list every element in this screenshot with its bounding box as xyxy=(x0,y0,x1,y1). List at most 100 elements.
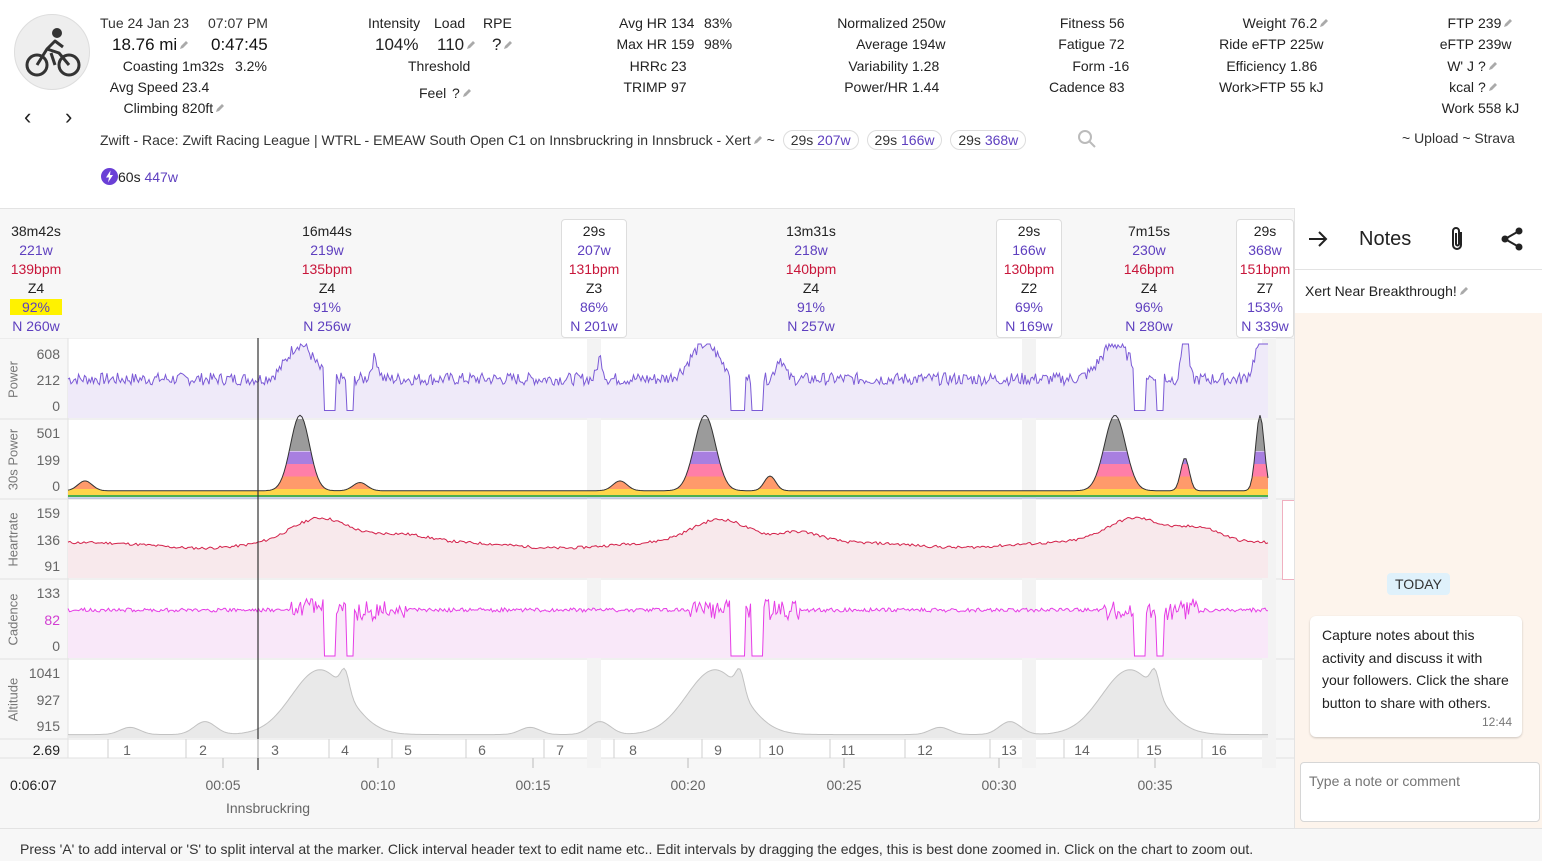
note-input[interactable] xyxy=(1300,762,1540,822)
pencil-icon[interactable] xyxy=(503,35,513,49)
pencil-icon[interactable] xyxy=(1503,15,1513,27)
load-label: Load xyxy=(434,15,466,31)
upload-strava-link[interactable]: ~ Upload ~ Strava xyxy=(1402,130,1515,146)
chip-power: 166w xyxy=(901,132,935,148)
activity-date: Tue 24 Jan 23 xyxy=(100,15,189,31)
activity-title[interactable]: Zwift - Race: Zwift Racing League | WTRL… xyxy=(100,130,1027,150)
pencil-icon[interactable] xyxy=(1488,79,1498,91)
title-separator: ~ xyxy=(766,132,775,148)
time-tick: 00:05 xyxy=(205,777,241,793)
interval-header-2[interactable]: 16m44s 219w 135bpm Z4 91% N 256w xyxy=(277,222,377,336)
weight-value[interactable]: 76.2 xyxy=(1290,15,1329,31)
hr-tick: 136 xyxy=(36,532,60,548)
climbing-value[interactable]: 820ft xyxy=(182,100,225,116)
interval-pct: 69% xyxy=(1014,299,1044,315)
interval-chip-3[interactable]: 29s 368w xyxy=(950,130,1027,150)
collapse-arrow-icon[interactable] xyxy=(1307,228,1329,253)
interval-power: 230w xyxy=(1132,242,1166,258)
interval-zone: Z2 xyxy=(1020,280,1038,296)
p30-tick: 0 xyxy=(52,478,60,494)
interval-np: N 256w xyxy=(303,318,351,334)
hrrc-label: HRRc xyxy=(629,58,667,74)
p30-tick: 199 xyxy=(36,452,60,468)
variability-label: Variability xyxy=(848,58,908,74)
interval-chip-1[interactable]: 29s 207w xyxy=(782,130,859,150)
variability-value: 1.28 xyxy=(912,58,940,74)
lap-number: 11 xyxy=(840,742,856,758)
average-label: Average xyxy=(856,36,908,52)
bicycle-icon xyxy=(25,28,81,77)
prev-activity-button[interactable]: ‹ xyxy=(24,104,32,129)
interval-duration: 29s xyxy=(1017,223,1041,239)
workftp-value: 55 kJ xyxy=(1290,79,1324,95)
peak-power-badge[interactable]: 60s 447w xyxy=(101,168,178,185)
pencil-icon[interactable] xyxy=(1488,58,1498,70)
hr-axis-label: Heartrate xyxy=(5,512,21,567)
paperclip-icon[interactable] xyxy=(1447,225,1467,256)
lap-number: 14 xyxy=(1074,742,1090,758)
lap-start-distance: 2.69 xyxy=(32,742,60,758)
search-icon[interactable] xyxy=(1077,129,1097,152)
interval-chip-2[interactable]: 29s 166w xyxy=(866,130,943,150)
rpe-value[interactable]: ? xyxy=(492,35,513,55)
interval-hr: 151bpm xyxy=(1239,261,1291,277)
load-value[interactable]: 110 xyxy=(437,35,476,55)
pencil-icon[interactable] xyxy=(1459,283,1469,295)
avg-speed-label: Avg Speed xyxy=(109,79,178,95)
lap-number: 10 xyxy=(768,742,784,758)
fitness-label: Fitness xyxy=(1059,15,1105,31)
interval-header-4[interactable]: 13m31s 218w 140bpm Z4 91% N 257w xyxy=(761,222,861,336)
interval-band[interactable] xyxy=(1262,338,1276,768)
note-textarea[interactable] xyxy=(1301,763,1539,821)
pencil-icon[interactable] xyxy=(753,132,763,144)
ftp-label: FTP xyxy=(1447,15,1474,31)
lap-number: 15 xyxy=(1146,742,1162,758)
chip-duration: 29s xyxy=(790,132,814,148)
sidebar-scroll-tab[interactable] xyxy=(1282,500,1294,580)
lap-number: 1 xyxy=(123,742,131,758)
interval-box-5[interactable] xyxy=(996,219,1062,338)
notes-prompt[interactable]: Xert Near Breakthrough! xyxy=(1305,283,1469,299)
pencil-icon[interactable] xyxy=(466,35,476,49)
power-series xyxy=(67,342,1268,418)
interval-hr: 140bpm xyxy=(785,261,837,277)
time-tick: 00:10 xyxy=(360,777,396,793)
pencil-icon[interactable] xyxy=(1319,15,1329,27)
activity-plots[interactable] xyxy=(0,338,1294,828)
interval-pct: 153% xyxy=(1247,299,1283,315)
interval-zone: Z4 xyxy=(802,280,820,296)
interval-header-7[interactable]: 29s 368w 151bpm Z7 153% N 339w xyxy=(1236,222,1294,336)
chip-power: 207w xyxy=(817,132,851,148)
feel-text: ? xyxy=(452,85,460,101)
pencil-icon[interactable] xyxy=(179,35,189,49)
cad-tick: 0 xyxy=(52,638,60,654)
interval-header-1[interactable]: 38m42s 221w 139bpm Z4 92% N 260w xyxy=(0,222,72,336)
interval-header-6[interactable]: 7m15s 230w 146bpm Z4 96% N 280w xyxy=(1099,222,1199,336)
interval-np: N 169w xyxy=(1005,318,1053,334)
ftp-text: 239 xyxy=(1478,15,1502,31)
ftp-value[interactable]: 239 xyxy=(1478,15,1513,31)
interval-header-3[interactable]: 29s 207w 131bpm Z3 86% N 201w xyxy=(561,222,627,336)
interval-header-5[interactable]: 29s 166w 130bpm Z2 69% N 169w xyxy=(996,222,1062,336)
chip-duration: 29s xyxy=(874,132,898,148)
ride-eftp-value: 225w xyxy=(1290,36,1324,52)
weight-text: 76.2 xyxy=(1290,15,1318,31)
interval-box-3[interactable] xyxy=(561,219,627,338)
trimp-label: TRIMP xyxy=(623,79,667,95)
share-icon[interactable] xyxy=(1499,226,1525,255)
feel-value[interactable]: ? xyxy=(452,85,472,101)
next-activity-button[interactable]: › xyxy=(65,104,73,129)
max-hr-pct: 98% xyxy=(704,36,733,52)
lap-number: 8 xyxy=(629,742,637,758)
interval-np: N 201w xyxy=(570,318,618,334)
interval-zone: Z4 xyxy=(1140,280,1158,296)
pencil-icon[interactable] xyxy=(215,100,225,112)
wj-value[interactable]: ? xyxy=(1478,58,1498,74)
pencil-icon[interactable] xyxy=(462,85,472,97)
distance[interactable]: 18.76 mi xyxy=(112,35,189,55)
normalized-label: Normalized xyxy=(837,15,908,31)
kcal-value[interactable]: ? xyxy=(1478,79,1498,95)
eftp-value: 239w xyxy=(1478,36,1512,52)
form-value: -16 xyxy=(1109,58,1130,74)
interval-duration: 38m42s xyxy=(11,223,61,239)
